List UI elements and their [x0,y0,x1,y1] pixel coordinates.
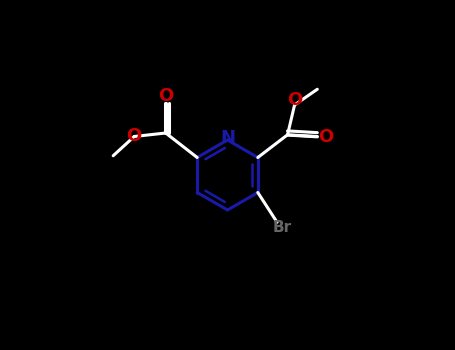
Text: N: N [220,129,235,147]
Text: O: O [318,127,334,146]
Text: O: O [158,86,173,105]
Text: O: O [287,91,302,110]
Text: O: O [126,127,142,146]
Text: Br: Br [273,220,292,235]
